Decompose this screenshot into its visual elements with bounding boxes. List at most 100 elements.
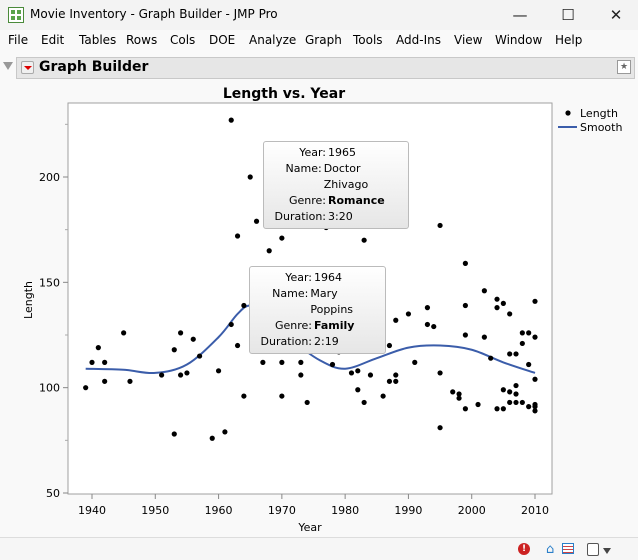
home-icon[interactable]: ⌂ bbox=[546, 542, 555, 557]
data-point[interactable] bbox=[481, 334, 487, 340]
data-point[interactable] bbox=[178, 372, 184, 378]
data-point[interactable] bbox=[298, 372, 304, 378]
data-point[interactable] bbox=[526, 361, 532, 368]
window-list-icon[interactable] bbox=[562, 543, 574, 554]
data-point[interactable] bbox=[507, 311, 513, 317]
data-point[interactable] bbox=[507, 351, 513, 357]
menu-analyze[interactable]: Analyze bbox=[249, 33, 297, 47]
data-point[interactable] bbox=[361, 399, 367, 406]
data-point[interactable] bbox=[431, 323, 437, 330]
data-point[interactable] bbox=[526, 330, 532, 336]
menu-view[interactable]: View bbox=[454, 33, 483, 47]
data-point[interactable] bbox=[462, 332, 468, 338]
data-point[interactable] bbox=[519, 399, 525, 406]
data-point[interactable] bbox=[500, 406, 506, 412]
data-point[interactable] bbox=[279, 235, 285, 241]
data-point[interactable] bbox=[260, 359, 266, 365]
data-point[interactable] bbox=[367, 372, 374, 378]
data-point[interactable] bbox=[196, 353, 203, 359]
data-point[interactable] bbox=[355, 387, 361, 393]
data-point[interactable] bbox=[437, 425, 443, 431]
error-icon[interactable]: ! bbox=[518, 543, 530, 555]
data-point[interactable] bbox=[437, 222, 443, 229]
data-point[interactable] bbox=[481, 288, 487, 294]
data-point[interactable] bbox=[475, 401, 481, 408]
data-point[interactable] bbox=[228, 321, 234, 328]
data-point[interactable] bbox=[348, 370, 355, 376]
data-point[interactable] bbox=[462, 406, 468, 412]
data-point[interactable] bbox=[513, 391, 519, 397]
data-point[interactable] bbox=[361, 237, 367, 243]
data-point[interactable] bbox=[500, 300, 506, 306]
data-point[interactable] bbox=[215, 368, 222, 374]
dropdown-arrow-icon[interactable] bbox=[603, 548, 611, 554]
data-point[interactable] bbox=[386, 342, 393, 349]
data-point[interactable] bbox=[184, 370, 190, 376]
data-point[interactable] bbox=[355, 368, 361, 374]
data-point[interactable] bbox=[266, 248, 272, 254]
red-triangle-menu-icon[interactable] bbox=[21, 61, 34, 74]
data-point[interactable] bbox=[494, 305, 500, 311]
data-point[interactable] bbox=[178, 330, 184, 336]
data-point[interactable] bbox=[513, 399, 519, 406]
data-point[interactable] bbox=[532, 298, 538, 304]
data-point[interactable] bbox=[159, 372, 165, 378]
data-point[interactable] bbox=[241, 393, 247, 399]
data-point[interactable] bbox=[507, 399, 513, 406]
data-point[interactable] bbox=[412, 359, 418, 365]
data-point[interactable] bbox=[450, 389, 456, 395]
data-point[interactable] bbox=[513, 351, 519, 357]
data-point[interactable] bbox=[222, 429, 228, 435]
data-point[interactable] bbox=[298, 359, 304, 365]
data-point[interactable] bbox=[234, 233, 241, 239]
data-point[interactable] bbox=[89, 359, 95, 365]
data-point[interactable] bbox=[279, 393, 285, 399]
selection-checkbox[interactable] bbox=[587, 543, 599, 556]
data-point[interactable] bbox=[83, 385, 89, 391]
data-point[interactable] bbox=[500, 387, 506, 393]
minimize-button[interactable]: — bbox=[512, 6, 528, 24]
data-point[interactable] bbox=[519, 330, 525, 336]
data-point[interactable] bbox=[532, 404, 538, 410]
data-point[interactable] bbox=[405, 311, 412, 317]
data-point[interactable] bbox=[532, 408, 538, 414]
data-point[interactable] bbox=[380, 393, 386, 399]
data-point[interactable] bbox=[234, 342, 241, 349]
data-point[interactable] bbox=[393, 372, 399, 378]
data-point[interactable] bbox=[507, 389, 513, 395]
data-point[interactable] bbox=[456, 391, 462, 397]
menu-edit[interactable]: Edit bbox=[41, 33, 65, 47]
data-point[interactable] bbox=[253, 218, 260, 224]
data-point[interactable] bbox=[462, 302, 468, 309]
data-point[interactable] bbox=[121, 330, 127, 336]
menu-help[interactable]: Help bbox=[555, 33, 583, 47]
data-point[interactable] bbox=[494, 406, 500, 412]
data-point[interactable] bbox=[190, 336, 196, 342]
menu-window[interactable]: Window bbox=[495, 33, 543, 47]
data-point[interactable] bbox=[519, 340, 525, 347]
maximize-button[interactable]: ☐ bbox=[561, 6, 575, 24]
data-point[interactable] bbox=[171, 431, 177, 437]
data-point[interactable] bbox=[209, 435, 215, 441]
menu-tables[interactable]: Tables bbox=[79, 33, 117, 47]
data-point[interactable] bbox=[494, 296, 500, 302]
data-point[interactable] bbox=[513, 382, 519, 389]
data-point[interactable] bbox=[424, 321, 431, 328]
menu-addins[interactable]: Add-Ins bbox=[396, 33, 441, 47]
data-point[interactable] bbox=[393, 378, 399, 384]
data-point[interactable] bbox=[304, 399, 310, 406]
menu-tools[interactable]: Tools bbox=[353, 33, 383, 47]
close-button[interactable]: ✕ bbox=[609, 6, 623, 24]
data-point[interactable] bbox=[462, 260, 468, 266]
data-point[interactable] bbox=[241, 302, 247, 309]
menu-rows[interactable]: Rows bbox=[126, 33, 158, 47]
data-point[interactable] bbox=[127, 378, 133, 384]
data-point[interactable] bbox=[386, 378, 393, 384]
data-point[interactable] bbox=[456, 395, 462, 401]
menu-cols[interactable]: Cols bbox=[170, 33, 196, 47]
menu-doe[interactable]: DOE bbox=[209, 33, 236, 47]
data-point[interactable] bbox=[488, 355, 494, 361]
data-point[interactable] bbox=[95, 345, 101, 351]
data-point[interactable] bbox=[228, 117, 234, 123]
data-point[interactable] bbox=[424, 305, 431, 311]
